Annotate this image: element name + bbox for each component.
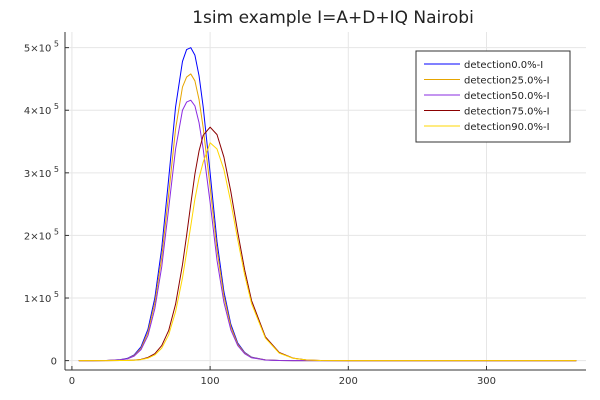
- y-tick-label: 1×10 5: [24, 290, 59, 305]
- chart-title: 1sim example I=A+D+IQ Nairobi: [192, 8, 474, 28]
- series-lines: [78, 47, 577, 362]
- axes: [64, 32, 586, 371]
- series-line-2: [78, 99, 577, 362]
- legend: detection0.0%-I detection25.0%-I detection…: [415, 50, 571, 143]
- x-tick-label: 0: [69, 376, 75, 387]
- legend-label: detection75.0%-I: [464, 107, 550, 118]
- x-tick-label: 200: [339, 376, 358, 387]
- y-tick-label: 3×10 5: [24, 165, 59, 180]
- legend-label: detection50.0%-I: [464, 91, 550, 102]
- legend-box: [415, 50, 571, 143]
- y-tick-labels: 0 1×10 5 2×10 5 3×10 5 4×10 5 5×10 5: [24, 40, 59, 368]
- y-tick-label: 2×10 5: [24, 227, 59, 242]
- x-tick-label: 300: [477, 376, 496, 387]
- legend-label: detection25.0%-I: [464, 76, 550, 87]
- legend-label: detection0.0%-I: [464, 60, 543, 71]
- y-tick-label: 0: [51, 357, 57, 368]
- legend-label: detection90.0%-I: [464, 122, 550, 133]
- y-tick-label: 4×10 5: [24, 102, 59, 117]
- x-tick-label: 100: [201, 376, 220, 387]
- series-line-4: [78, 142, 577, 362]
- y-tick-label: 5×10 5: [24, 40, 59, 55]
- x-tick-labels: 0 100 200 300: [69, 376, 496, 387]
